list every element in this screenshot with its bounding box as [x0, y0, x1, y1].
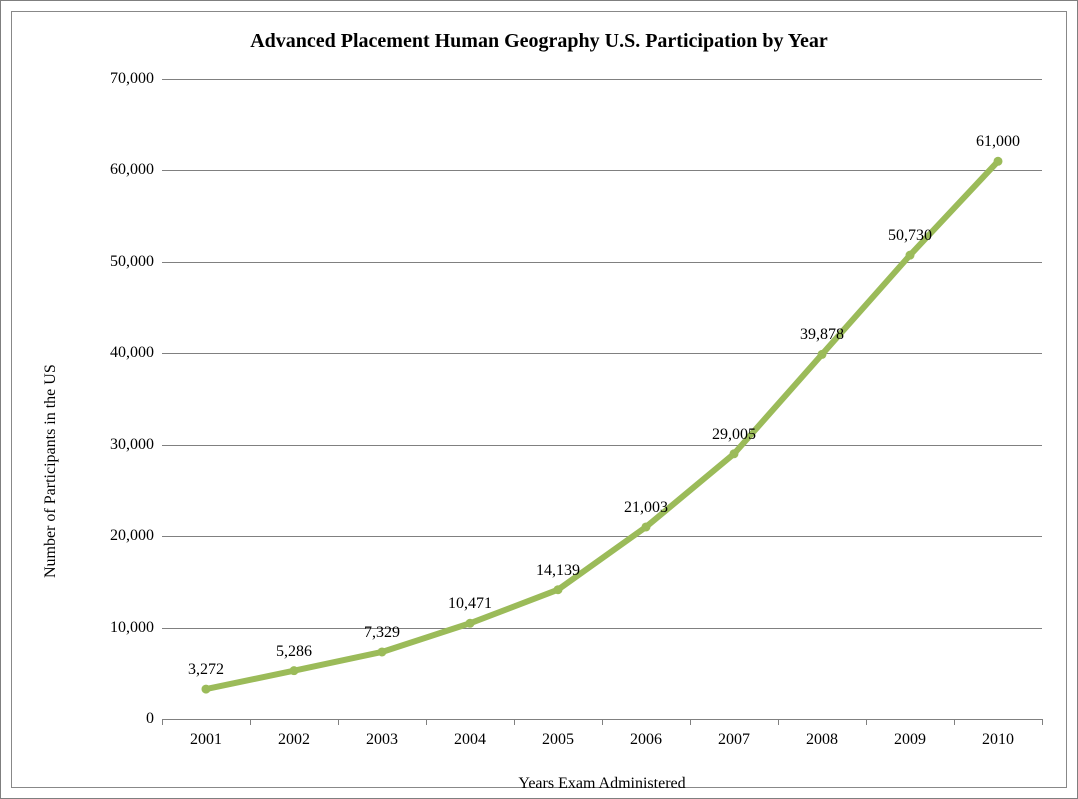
x-tick — [426, 719, 427, 725]
data-marker — [290, 666, 299, 675]
y-tick-label: 20,000 — [110, 527, 154, 545]
y-tick-label: 40,000 — [110, 344, 154, 362]
x-tick-label: 2010 — [982, 731, 1014, 749]
x-tick — [1042, 719, 1043, 725]
data-label: 50,730 — [888, 227, 932, 245]
data-marker — [906, 251, 915, 260]
x-tick — [162, 719, 163, 725]
y-tick-label: 30,000 — [110, 436, 154, 454]
data-marker — [642, 522, 651, 531]
series-line — [206, 161, 998, 689]
data-marker — [994, 157, 1003, 166]
y-tick-label: 50,000 — [110, 253, 154, 271]
line-series — [162, 79, 1042, 719]
data-marker — [378, 647, 387, 656]
x-tick-label: 2009 — [894, 731, 926, 749]
plot-area: 010,00020,00030,00040,00050,00060,00070,… — [162, 79, 1042, 719]
x-tick — [602, 719, 603, 725]
data-label: 5,286 — [276, 643, 312, 661]
data-label: 39,878 — [800, 326, 844, 344]
y-tick-label: 10,000 — [110, 619, 154, 637]
data-label: 29,005 — [712, 426, 756, 444]
chart-title: Advanced Placement Human Geography U.S. … — [12, 30, 1066, 53]
y-tick-label: 70,000 — [110, 70, 154, 88]
x-tick — [778, 719, 779, 725]
chart-inner-frame: Advanced Placement Human Geography U.S. … — [11, 11, 1067, 788]
data-marker — [818, 350, 827, 359]
x-tick-label: 2006 — [630, 731, 662, 749]
data-marker — [554, 585, 563, 594]
x-tick — [954, 719, 955, 725]
x-tick — [338, 719, 339, 725]
x-tick — [866, 719, 867, 725]
data-marker — [466, 619, 475, 628]
y-tick-label: 60,000 — [110, 161, 154, 179]
x-tick-label: 2003 — [366, 731, 398, 749]
data-label: 61,000 — [976, 133, 1020, 151]
x-tick — [250, 719, 251, 725]
x-tick-label: 2004 — [454, 731, 486, 749]
data-label: 14,139 — [536, 562, 580, 580]
x-tick-label: 2008 — [806, 731, 838, 749]
y-tick-label: 0 — [146, 710, 154, 728]
x-tick — [690, 719, 691, 725]
x-tick-label: 2007 — [718, 731, 750, 749]
data-label: 10,471 — [448, 595, 492, 613]
x-axis-title: Years Exam Administered — [162, 775, 1042, 793]
data-marker — [202, 685, 211, 694]
data-marker — [730, 449, 739, 458]
x-tick-label: 2001 — [190, 731, 222, 749]
chart-outer-frame: Advanced Placement Human Geography U.S. … — [0, 0, 1078, 799]
x-tick-label: 2002 — [278, 731, 310, 749]
y-axis-title: Number of Participants in the US — [42, 364, 60, 578]
x-tick — [514, 719, 515, 725]
data-label: 7,329 — [364, 624, 400, 642]
data-label: 21,003 — [624, 499, 668, 517]
x-tick-label: 2005 — [542, 731, 574, 749]
data-label: 3,272 — [188, 661, 224, 679]
